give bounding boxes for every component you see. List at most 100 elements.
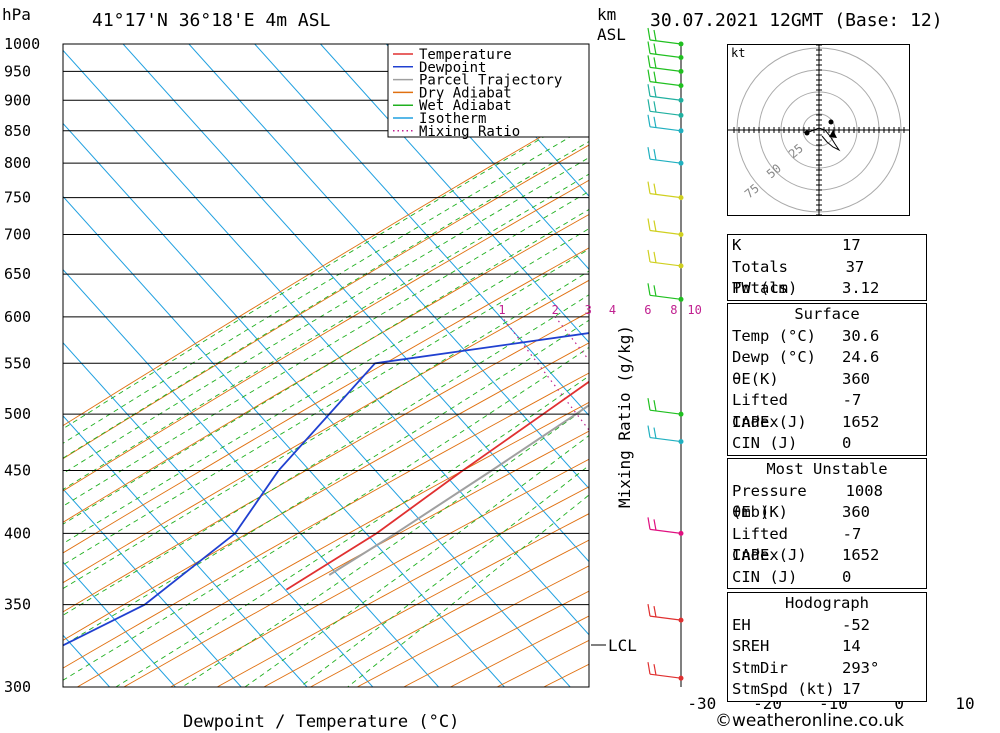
surface-li-value: -7: [842, 391, 862, 409]
asl-label: ASL: [597, 25, 626, 44]
legend-label-isotherm: Isotherm: [419, 111, 486, 127]
mu-cape-label: CAPE (J): [732, 546, 807, 564]
wind-barb-staff: [649, 436, 682, 443]
surface-cape-value: 1652: [842, 412, 880, 431]
sreh-label: SREH: [732, 637, 770, 655]
wind-barb-flag: [653, 285, 657, 297]
wind-barb-flag: [647, 99, 651, 112]
isotherm-line: [63, 49, 589, 636]
wind-barb-flag: [647, 517, 651, 530]
pressure-tick-400: 400: [4, 524, 31, 542]
eh-label: EH: [732, 615, 751, 634]
wind-barb-staff: [649, 229, 682, 236]
mu-cape-value: 1652: [842, 546, 880, 564]
wind-barb-flag: [647, 41, 651, 54]
tt-label: Totals Totals: [732, 257, 788, 298]
storm-motion-marker: [829, 130, 837, 138]
wind-barb-flag: [653, 71, 657, 83]
wind-barb-staff: [649, 193, 682, 199]
wind-barb-flag: [647, 69, 651, 82]
wind-barb-flag: [647, 114, 651, 127]
wind-barb-staff: [649, 126, 682, 132]
wind-barb-flag: [647, 27, 651, 41]
surface-panel: Surface Temp (°C) 30.6 Dewp (°C) 24.6 θE(K…: [727, 303, 927, 456]
hodograph: kt 25 50 75: [727, 44, 910, 216]
pressure-tick-600: 600: [4, 308, 31, 326]
wind-barb-flag: [653, 519, 657, 531]
wind-barb-flag: [653, 427, 657, 439]
hodo-trace: [808, 127, 841, 152]
wind-barb-staff: [649, 110, 682, 116]
mu-li-value: -7: [842, 524, 862, 543]
footer[interactable]: ©weatheronline.co.uk: [715, 711, 904, 731]
dry-adiabat-line: [63, 372, 589, 669]
wind-barb-flag: [647, 398, 651, 411]
temp-tick-m30: -30: [687, 694, 716, 713]
hodograph-panel: Hodograph EH -52 SREH 14 StmDir 293° StmSpd…: [727, 592, 927, 702]
wind-barb-staff: [649, 158, 682, 164]
pressure-tick-1000: 1000: [4, 35, 40, 53]
surface-cin-value: 0: [842, 434, 852, 452]
pressure-tick-900: 900: [4, 91, 31, 109]
wind-barb-staff: [649, 528, 682, 534]
dry-adiabat-line: [123, 430, 589, 687]
wind-barb-flag: [653, 43, 657, 55]
wet-adiabat-line: [63, 294, 589, 616]
wet-adiabat-line: [63, 228, 589, 545]
most-unstable-title: Most Unstable: [766, 460, 888, 478]
surface-cin-label: CIN (J): [732, 434, 798, 452]
x-axis-label: Dewpoint / Temperature (°C): [183, 712, 459, 732]
wet-adiabat-line: [63, 157, 589, 475]
isotherm-line: [385, 44, 589, 270]
isotherm-line: [63, 561, 176, 687]
pressure-tick-300: 300: [4, 678, 31, 696]
mixing-ratio-label-3: 3: [585, 303, 592, 317]
wet-adiabat-line: [63, 141, 589, 459]
hodograph-title: Hodograph: [785, 594, 869, 612]
k-value: 17: [842, 236, 861, 254]
legend-label-parcel-trajectory: Parcel Trajectory: [419, 73, 562, 89]
pressure-tick-500: 500: [4, 405, 31, 423]
location-title: 41°17'N 36°18'E 4m ASL: [92, 10, 331, 31]
wet-adiabat-line: [63, 248, 589, 566]
wind-barb-staff: [649, 39, 682, 45]
pressure-tick-550: 550: [4, 354, 31, 372]
wet-adiabat-line: [63, 173, 589, 490]
wind-barb-staff: [649, 52, 682, 59]
dry-adiabat-line: [77, 401, 589, 687]
dry-adiabat-line: [63, 279, 589, 584]
tt-value: 37: [845, 257, 865, 276]
wind-barb-staff: [649, 261, 682, 267]
pressure-tick-750: 750: [4, 189, 31, 207]
wind-barb-staff: [649, 294, 682, 300]
isotherms: [63, 44, 589, 687]
wind-barb-flag: [647, 84, 651, 97]
hodograph-unit: kt: [731, 46, 745, 60]
surface-dewp-label: Dewp (°C): [732, 348, 816, 366]
plot-frame: [62, 43, 590, 688]
wet-adiabat-line: [115, 375, 589, 687]
mixing-ratio-label-1: 1: [498, 303, 505, 317]
surface-li-label: Lifted Index: [732, 391, 788, 431]
dry-adiabat-line: [216, 486, 589, 687]
wind-barb-flag: [653, 400, 657, 412]
surface-temp-value: 30.6: [842, 326, 880, 345]
isotherm-line: [63, 122, 571, 687]
mu-li-label: Lifted Index: [732, 524, 788, 565]
footer-link[interactable]: weatheronline.co.uk: [732, 711, 905, 731]
pressure-tick-850: 850: [4, 122, 31, 140]
wet-adiabat-line: [182, 404, 589, 687]
wind-barb-flag: [653, 606, 657, 618]
mixing-ratio-label-4: 4: [609, 303, 616, 317]
series-temperature: [285, 380, 589, 591]
surface-theta-label: θE(K): [732, 369, 779, 388]
legend-label-dry-adiabat: Dry Adiabat: [419, 85, 512, 101]
wind-barb-flag: [653, 149, 657, 161]
isotherm-line: [254, 44, 589, 417]
pressure-tick-450: 450: [4, 461, 31, 479]
wind-barb-staff: [649, 615, 682, 621]
isotherm-line: [188, 44, 589, 490]
pressure-tick-650: 650: [4, 265, 31, 283]
stmdir-value: 293°: [842, 658, 880, 677]
